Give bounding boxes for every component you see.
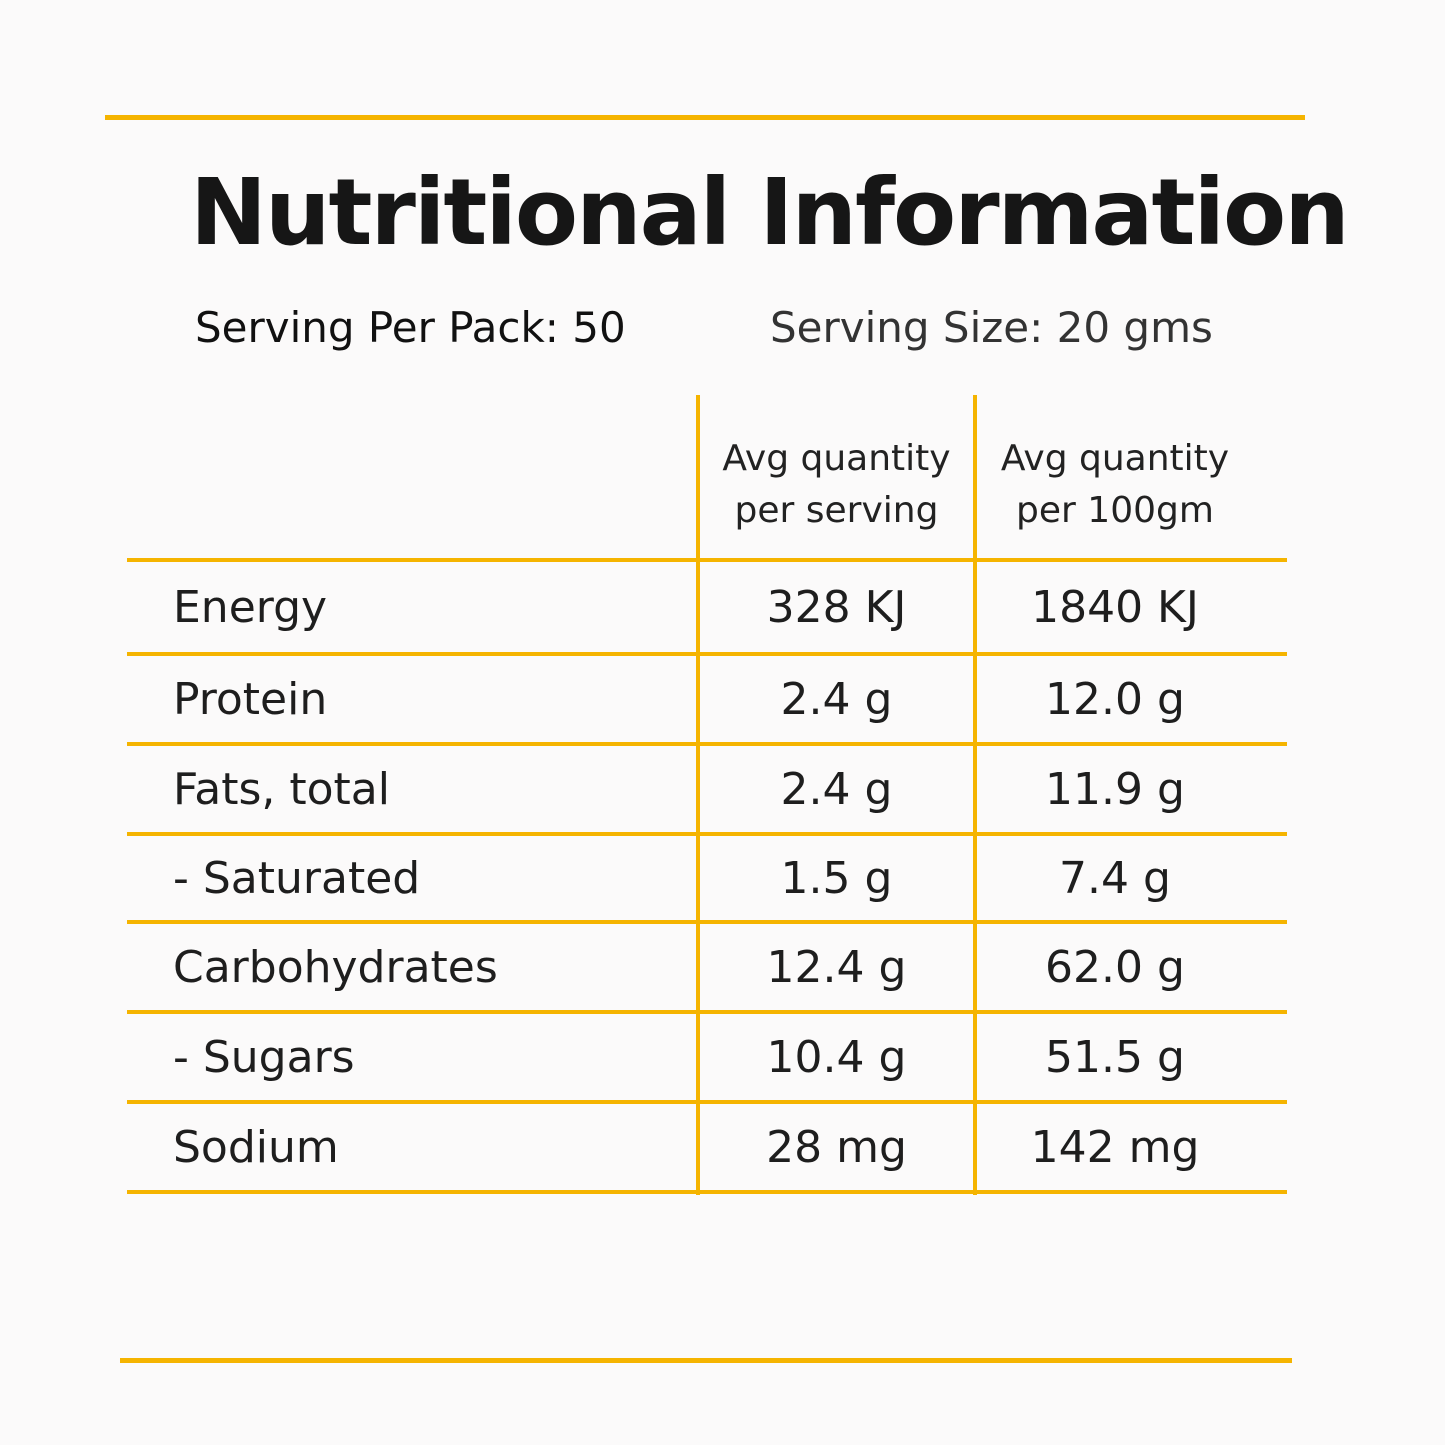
table-row: Energy 328 KJ 1840 KJ — [127, 562, 1287, 656]
value-per-serving: 10.4 g — [766, 1031, 907, 1083]
value-per-100gm: 11.9 g — [1045, 763, 1185, 815]
nutrient-name: Protein — [173, 673, 328, 725]
value-per-serving: 2.4 g — [780, 673, 893, 725]
value-per-serving: 28 mg — [766, 1121, 907, 1173]
nutrient-name: Fats, total — [173, 763, 390, 815]
nutrient-name: - Sugars — [173, 1031, 355, 1083]
nutrient-name: Energy — [173, 581, 328, 633]
serving-per-pack: Serving Per Pack: 50 — [195, 303, 626, 352]
column-divider — [696, 395, 700, 1195]
bottom-divider — [120, 1358, 1292, 1363]
serving-size: Serving Size: 20 gms — [770, 303, 1213, 352]
header-per-serving-line-1: Avg quantity — [722, 438, 951, 479]
table-row: Fats, total 2.4 g 11.9 g — [127, 746, 1287, 836]
top-divider — [105, 115, 1305, 120]
table-row: - Sugars 10.4 g 51.5 g — [127, 1014, 1287, 1104]
table-row: - Saturated 1.5 g 7.4 g — [127, 836, 1287, 924]
value-per-serving: 328 KJ — [766, 581, 907, 633]
value-per-100gm: 7.4 g — [1059, 852, 1171, 904]
header-per-100gm-line-2: per 100gm — [1016, 490, 1214, 531]
value-per-100gm: 62.0 g — [1045, 941, 1185, 993]
column-divider — [973, 395, 977, 1195]
value-per-serving: 12.4 g — [766, 941, 907, 993]
value-per-100gm: 12.0 g — [1045, 673, 1185, 725]
value-per-100gm: 51.5 g — [1045, 1031, 1185, 1083]
header-per-100gm-line-1: Avg quantity — [1000, 438, 1230, 479]
header-per-serving-line-2: per serving — [734, 490, 939, 531]
value-per-100gm: 1840 KJ — [1031, 581, 1199, 633]
page-title: Nutritional Information — [190, 159, 1350, 266]
value-per-100gm: 142 mg — [1030, 1121, 1200, 1173]
table-row: Carbohydrates 12.4 g 62.0 g — [127, 924, 1287, 1014]
nutrition-table: Avg quantity per serving Avg quantity pe… — [127, 395, 1287, 1195]
header-per-100gm: Avg quantity per 100gm — [977, 433, 1253, 537]
value-per-serving: 1.5 g — [780, 852, 893, 904]
nutrient-name: - Saturated — [173, 852, 421, 904]
nutrient-name: Carbohydrates — [173, 941, 498, 993]
nutrient-name: Sodium — [173, 1121, 339, 1173]
value-per-serving: 2.4 g — [780, 763, 893, 815]
table-header-row: Avg quantity per serving Avg quantity pe… — [127, 395, 1287, 562]
table-row: Protein 2.4 g 12.0 g — [127, 656, 1287, 746]
table-row: Sodium 28 mg 142 mg — [127, 1104, 1287, 1194]
header-per-serving: Avg quantity per serving — [700, 433, 973, 537]
